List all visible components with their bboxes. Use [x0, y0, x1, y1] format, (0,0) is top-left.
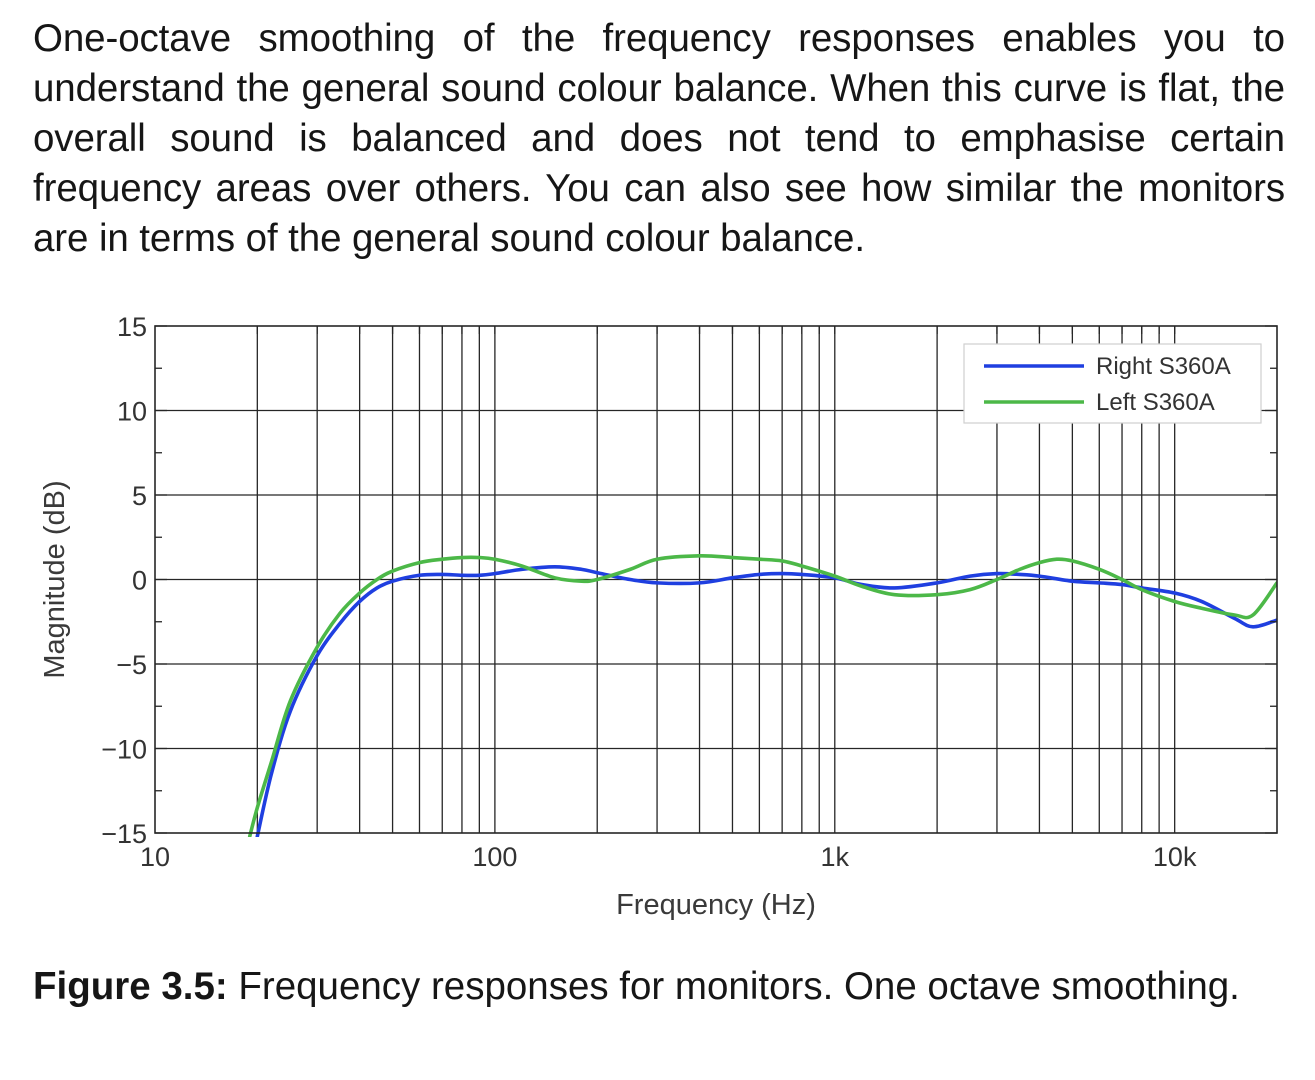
- y-tick-label: 15: [117, 312, 147, 342]
- y-tick-label: 0: [132, 566, 147, 596]
- caption-text: Frequency responses for monitors. One oc…: [238, 965, 1240, 1008]
- y-tick-label: −10: [101, 735, 147, 765]
- figure-caption: Figure 3.5: Frequency responses for moni…: [33, 962, 1285, 1012]
- y-tick-label: −5: [116, 650, 147, 680]
- x-tick-label: 10: [140, 842, 170, 872]
- frequency-response-figure: 15 10 5 0 −5 −10 −15 10 100 1k 10k Frequency (Hz) …: [0, 300, 1315, 940]
- caption-label: Figure 3.5:: [33, 965, 228, 1008]
- x-axis-label: Frequency (Hz): [616, 889, 816, 921]
- y-tick-label: −15: [101, 819, 147, 849]
- legend-label-right: Right S360A: [1096, 353, 1231, 380]
- curve-layer: [247, 554, 1277, 837]
- legend-label-left: Left S360A: [1096, 389, 1215, 416]
- body-paragraph: One-octave smoothing of the frequency re…: [33, 17, 1285, 260]
- legend-box: [963, 343, 1262, 424]
- y-tick-label: 5: [132, 481, 147, 511]
- x-tick-label: 1k: [821, 842, 850, 872]
- y-axis-label: Magnitude (dB): [39, 480, 71, 678]
- x-tick-label: 10k: [1153, 842, 1197, 872]
- series-line-right: [255, 565, 1277, 837]
- x-tick-label: 100: [472, 842, 517, 872]
- series-line-left: [247, 554, 1277, 837]
- y-tick-label: 10: [117, 397, 147, 427]
- legend: Right S360A Left S360A: [963, 343, 1262, 424]
